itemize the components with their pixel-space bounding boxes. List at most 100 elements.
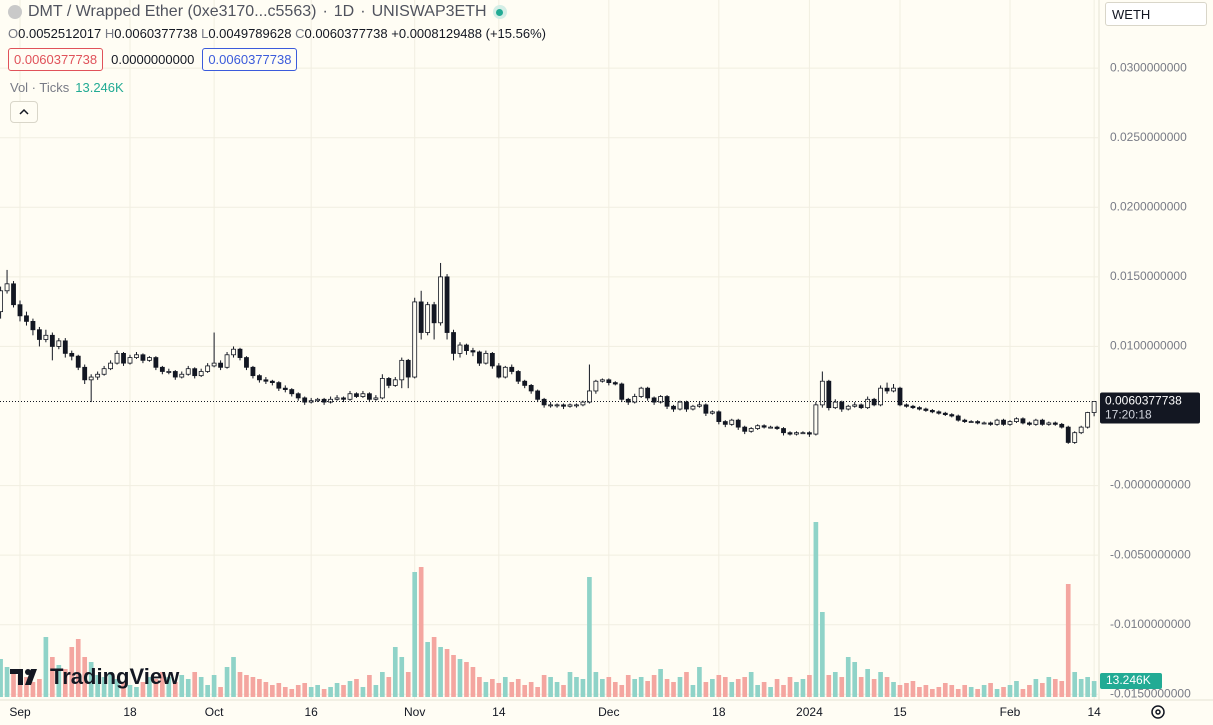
candle-body (95, 373, 101, 378)
volume-bar (11, 672, 16, 697)
market-status[interactable] (492, 5, 507, 19)
candle-body (0, 290, 3, 313)
volume-bar (88, 662, 94, 697)
volume-bar (651, 675, 657, 697)
collapse-button[interactable] (10, 101, 38, 123)
volume-bar (548, 677, 553, 697)
candle-body (250, 366, 256, 377)
candle-body (399, 359, 405, 381)
volume-bar (405, 672, 411, 697)
volume-bar (1033, 679, 1039, 697)
candle-body (451, 332, 456, 354)
candle-body (1027, 422, 1032, 425)
candle-body (1046, 422, 1052, 425)
candle-body (282, 387, 288, 390)
last-volume-box (1100, 673, 1162, 690)
candle-body (1085, 412, 1091, 428)
candle-body (813, 404, 819, 435)
volume-bar (515, 679, 521, 697)
candle-body (774, 426, 780, 429)
volume-bar (962, 685, 968, 697)
candle-body (159, 366, 165, 372)
volume-bar (729, 682, 735, 697)
volume-bar (341, 685, 346, 697)
settings-icon[interactable] (1151, 705, 1165, 719)
volume-bar (367, 675, 372, 697)
symbol[interactable]: DMT / Wrapped Ether (0xe3170...c5563) (28, 3, 317, 20)
volume-bar (431, 637, 437, 697)
quote-selector[interactable]: WETH (1105, 2, 1207, 26)
candle-body (625, 398, 631, 403)
volume-bar (134, 687, 139, 697)
candle-body (632, 396, 638, 403)
volume-bar (1078, 679, 1084, 697)
candle-body (781, 428, 786, 434)
candle-body (127, 357, 133, 364)
volume-bar (697, 667, 702, 697)
candle-body (942, 412, 948, 416)
candle-body (904, 404, 909, 407)
candle-body (709, 411, 715, 414)
volume-bar (587, 577, 592, 697)
volume-bar (121, 682, 126, 697)
volume-bar (218, 687, 223, 697)
volume-bar (82, 657, 88, 697)
candle-body (768, 426, 773, 429)
candle-body (917, 407, 922, 410)
volume-bar (108, 672, 113, 697)
spread: 0.0000000000 (111, 52, 195, 67)
candle-body (541, 398, 547, 406)
symbol-logo (8, 5, 22, 19)
volume-bar (522, 685, 528, 697)
volume-bar (554, 682, 560, 697)
candle-body (205, 365, 211, 372)
candle-body (379, 378, 385, 399)
volume-bar (949, 685, 955, 697)
volume-bar (0, 659, 3, 697)
volume-legend: Vol · Ticks 13.246K (10, 80, 124, 95)
volume-bar (263, 682, 269, 697)
volume-bar (386, 677, 392, 697)
interval[interactable]: 1D (333, 3, 355, 20)
buy-price[interactable]: 0.0060377738 (202, 48, 298, 71)
candle-body (1014, 418, 1019, 422)
candle-body (574, 404, 579, 407)
candle-body (619, 383, 625, 400)
watermark-logo (10, 669, 37, 685)
candle-body (418, 301, 424, 333)
candle-body (425, 304, 431, 333)
candle-body (871, 398, 877, 406)
candle-body (75, 355, 81, 368)
volume-bar (270, 685, 275, 697)
volume-bar (1059, 681, 1065, 697)
sell-price[interactable]: 0.0060377738 (8, 48, 104, 71)
volume-bar (37, 679, 42, 697)
candle-body (134, 354, 139, 358)
candle-body (392, 379, 398, 386)
candle-body (198, 371, 204, 377)
candle-body (716, 411, 722, 422)
candle-body (865, 398, 871, 409)
candle-body (431, 304, 437, 324)
candle-body (580, 401, 586, 406)
volume-bar (444, 649, 450, 697)
candle-body (612, 382, 618, 385)
candle-body (1052, 422, 1058, 425)
volume-bar (30, 682, 36, 697)
volume-bar (179, 675, 185, 697)
candle-body (237, 348, 243, 358)
candle-body (263, 379, 269, 382)
x-tick-label: 16 (304, 705, 318, 719)
volume-bar (645, 681, 650, 697)
candle-body (166, 371, 172, 373)
volume-bar (722, 677, 728, 697)
volume-title: Vol · Ticks (10, 80, 70, 95)
gear (1151, 705, 1165, 719)
candle-body (295, 393, 301, 399)
low-value: 0.0049789628 (208, 26, 292, 41)
volume-bar (742, 677, 748, 697)
volume-bar (470, 667, 476, 697)
candle-body (1039, 419, 1045, 425)
candle-body (140, 354, 146, 361)
